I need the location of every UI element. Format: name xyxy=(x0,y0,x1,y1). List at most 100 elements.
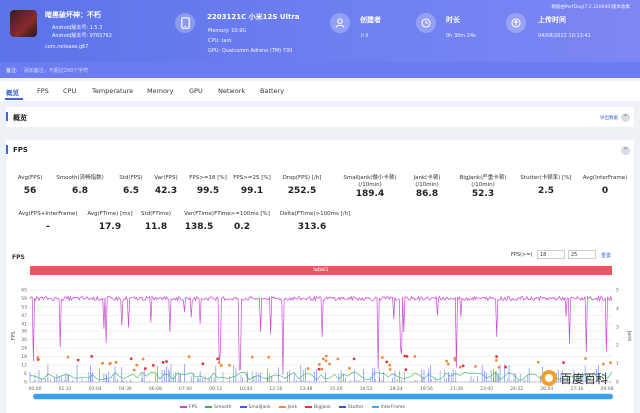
chart-title: FPS xyxy=(12,254,25,261)
legend-swatch xyxy=(180,406,187,408)
android-code: Android版本号: 9765762 xyxy=(52,33,112,39)
stat-item: Std(FPS) 6.5 xyxy=(99,175,163,196)
legend-item[interactable]: SmallJank xyxy=(239,403,271,411)
stat-item: Smalljank(微小卡顿) (/10min) 189.4 xyxy=(338,175,402,199)
reset-button[interactable]: 重置 xyxy=(601,253,612,259)
stat-value: 138.5 xyxy=(184,222,214,232)
fps-threshold-1-input[interactable]: 18 xyxy=(537,250,565,259)
stat-item: FTime>=100ms [%] 0.2 xyxy=(210,211,274,232)
section-marker xyxy=(6,145,8,154)
stat-value: 56 xyxy=(23,186,37,196)
stat-label: Avg(InterFrame) xyxy=(582,175,628,181)
stat-item: Avg(FTime) [ms] 17.9 xyxy=(78,211,142,232)
duration-value: 0h 30m 24s xyxy=(446,33,476,39)
legend-label: Jank xyxy=(287,404,298,410)
device-title: 2203121C 小米12S Ultra xyxy=(207,13,300,21)
stat-item: BigJank(严重卡顿) (/10min) 52.3 xyxy=(451,175,515,199)
report-header: 暗黑破坏神：不朽 Android版本号: 1.5.3 Android版本号: 9… xyxy=(0,0,640,62)
stat-label: Std(FPS) xyxy=(119,175,143,181)
label1-bar[interactable]: label1 xyxy=(30,266,612,275)
stat-item: Avg(FPS) 56 xyxy=(0,175,62,196)
stat-value: 313.6 xyxy=(297,222,327,232)
legend-item[interactable]: BigJank xyxy=(305,403,331,411)
time-scrollbar[interactable] xyxy=(33,393,613,400)
legend-swatch xyxy=(338,406,346,408)
stat-item: Avg(InterFrame) 0 xyxy=(573,175,637,196)
upload-icon xyxy=(506,13,526,33)
fps-section-title: FPS xyxy=(13,146,28,154)
stat-label: Avg(FPS) xyxy=(17,175,43,181)
legend-label: InterFrame xyxy=(380,404,406,410)
stat-item: Var(FPS) 42.3 xyxy=(134,175,198,196)
stat-label: Drop(FPS) [/h] xyxy=(282,175,322,181)
stat-value: 6.8 xyxy=(72,186,88,196)
app-icon xyxy=(10,10,37,37)
stat-value: 86.8 xyxy=(415,189,439,199)
legend-swatch xyxy=(278,406,286,408)
stat-item: Delta(FTime)>100ms [/h] 313.6 xyxy=(280,211,350,232)
tab-network[interactable]: Network xyxy=(218,87,246,95)
note-row: 备注: 添加备注，不超过200个字符 xyxy=(0,62,640,78)
note-input[interactable]: 添加备注，不超过200个字符 xyxy=(23,68,89,74)
upload-value: 04/08/2022 10:13:41 xyxy=(538,33,591,39)
legend-swatch xyxy=(205,406,213,408)
legend-item[interactable]: InterFrame xyxy=(371,403,406,411)
tab-memory[interactable]: Memory xyxy=(147,87,174,95)
creator-value: li li xyxy=(361,33,369,39)
legend-item[interactable]: FPS xyxy=(180,403,197,411)
overview-title: 概览 xyxy=(13,114,27,122)
stat-label-unit: (/10min) xyxy=(358,182,382,188)
stat-value: 252.5 xyxy=(287,186,317,196)
legend-swatch xyxy=(371,406,379,408)
tab-fps[interactable]: FPS xyxy=(37,87,49,95)
stat-value: - xyxy=(46,222,50,232)
chevron-up-icon[interactable]: ⌃ xyxy=(621,146,630,155)
tab-overview[interactable]: 概览 xyxy=(6,89,19,97)
stat-value: 99.1 xyxy=(240,186,264,196)
duration-label: 时长 xyxy=(446,16,460,24)
stat-value: 189.4 xyxy=(355,189,385,199)
stat-value: 99.5 xyxy=(196,186,220,196)
legend-label: SmallJank xyxy=(248,404,271,410)
tab-battery[interactable]: Battery xyxy=(260,87,285,95)
stat-label-unit: (/10min) xyxy=(471,182,495,188)
stat-value: 52.3 xyxy=(471,189,495,199)
stat-item: Smooth(流畅指数) 6.8 xyxy=(48,175,112,196)
stat-label: FPS>=18 [%] xyxy=(189,175,227,181)
legend-label: BigJank xyxy=(314,404,331,410)
stat-item: Drop(FPS) [/h] 252.5 xyxy=(270,175,334,196)
tab-bar: 概览 FPS CPU Temperature Memory GPU Networ… xyxy=(0,81,640,101)
stat-item: Std(FTime) 11.8 xyxy=(124,211,188,232)
tab-temperature[interactable]: Temperature xyxy=(92,87,134,95)
stat-label: FTime>=100ms [%] xyxy=(214,211,270,217)
fps-threshold-2-input[interactable]: 25 xyxy=(568,250,596,259)
legend-label: FPS xyxy=(189,404,198,410)
stat-label: Var(FTime) xyxy=(184,211,214,217)
android-version: Android版本号: 1.5.3 xyxy=(52,25,103,31)
legend-item[interactable]: Stutter xyxy=(338,403,364,411)
stat-label: BigJank(严重卡顿) xyxy=(459,175,507,181)
stat-item: FPS>=18 [%] 99.5 xyxy=(176,175,240,196)
stat-value: 6.5 xyxy=(123,186,139,196)
stat-label: Avg(FPS+InterFrame) xyxy=(18,211,78,217)
active-tab-indicator xyxy=(5,98,23,100)
tab-cpu[interactable]: CPU xyxy=(63,87,77,95)
legend-item[interactable]: Jank xyxy=(278,403,298,411)
legend-item[interactable]: Smooth xyxy=(205,403,232,411)
device-memory: Memory: 10.9G xyxy=(208,28,247,34)
phone-icon xyxy=(175,13,195,33)
scrollbar-thumb[interactable] xyxy=(33,394,613,399)
export-data-link[interactable]: 导出数据 xyxy=(600,116,618,121)
stat-label: Jank(卡顿) xyxy=(413,175,441,181)
creator-label: 创建者 xyxy=(360,16,381,24)
stat-item: Stutter(卡顿率) [%] 2.5 xyxy=(514,175,578,196)
stat-label: Stutter(卡顿率) [%] xyxy=(520,175,572,181)
stat-value: 17.9 xyxy=(98,222,122,232)
tab-gpu[interactable]: GPU xyxy=(189,87,203,95)
stat-item: Avg(FPS+InterFrame) - xyxy=(16,211,80,232)
upload-label: 上传时间 xyxy=(538,16,566,24)
stat-value: 0.2 xyxy=(234,222,250,232)
chevron-up-icon[interactable]: ⌃ xyxy=(621,113,630,122)
stat-item: Jank(卡顿) (/10min) 86.8 xyxy=(395,175,459,199)
stat-label-unit: (/10min) xyxy=(415,182,439,188)
